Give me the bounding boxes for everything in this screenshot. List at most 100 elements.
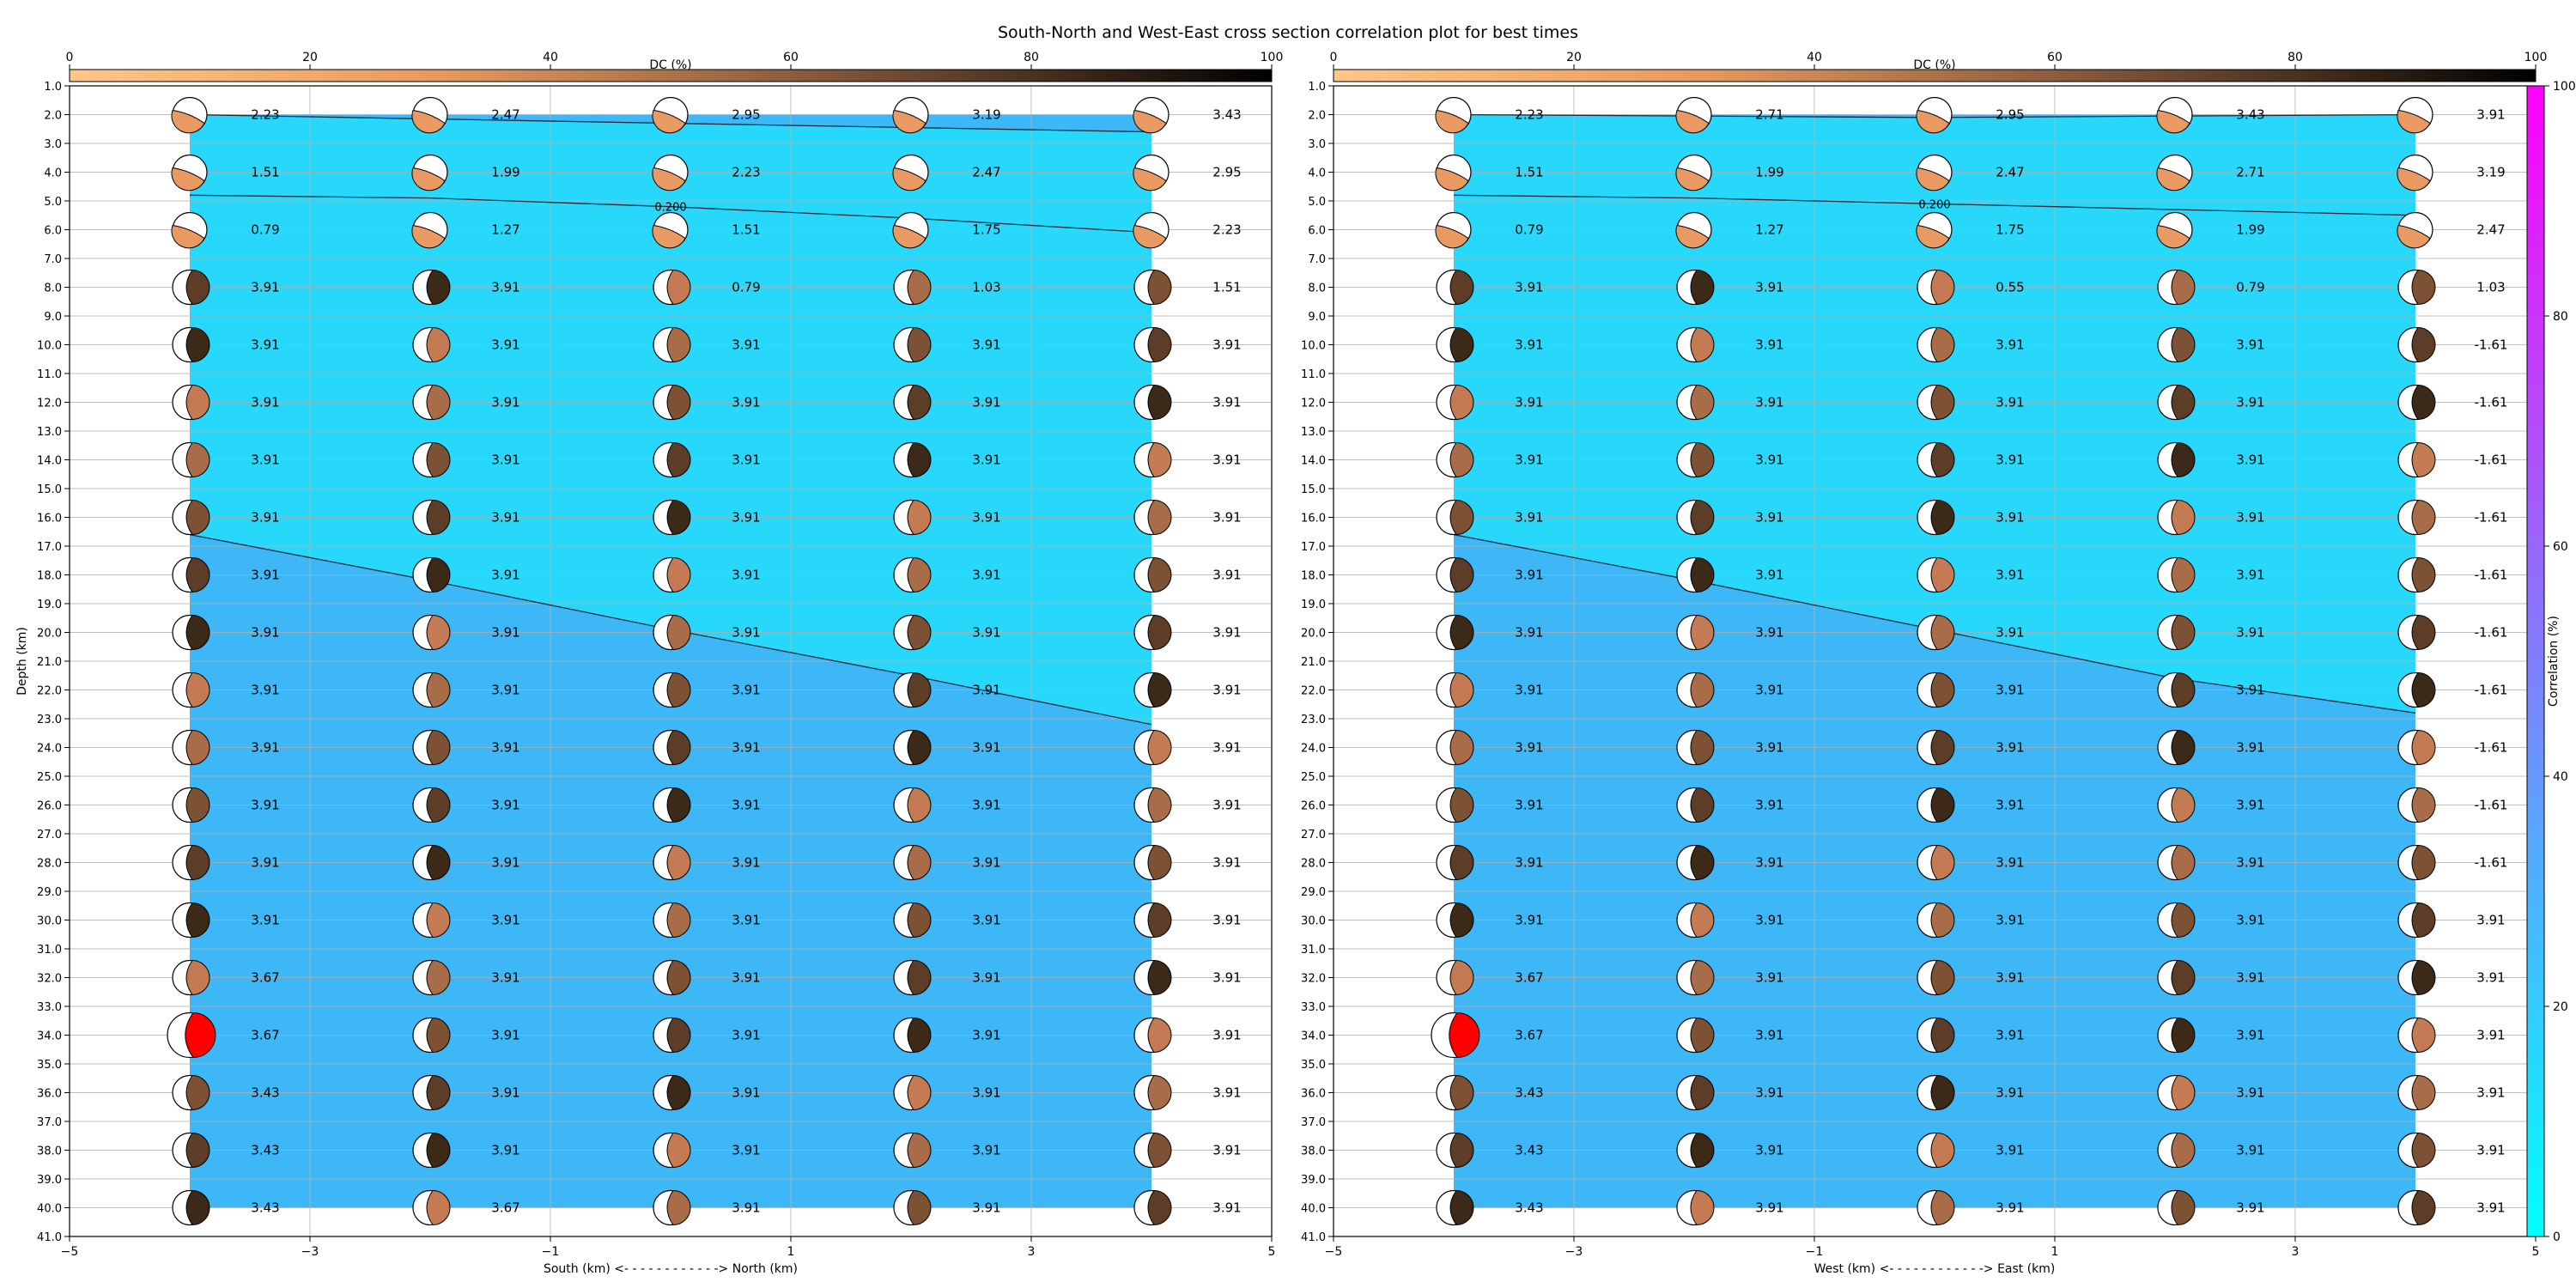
beachball-compression: [2171, 671, 2196, 708]
correlation-value-label: 3.67: [251, 970, 279, 986]
beachball-compression: [185, 844, 210, 881]
beachball-compression: [666, 844, 691, 881]
beachball-marker: [1675, 96, 1712, 134]
beachball-marker: [2397, 384, 2436, 421]
y-tick-label: 4.0: [1308, 167, 1326, 180]
y-tick-label: 29.0: [37, 886, 62, 899]
beachball-marker: [653, 441, 691, 478]
beachball-compression: [1690, 902, 1715, 939]
beachball-compression: [1147, 384, 1172, 421]
correlation-value-label: 3.43: [251, 1200, 279, 1216]
beachball-compression: [1690, 441, 1715, 478]
correlation-value-label: 3.91: [491, 568, 519, 583]
beachball-compression: [666, 787, 691, 823]
correlation-value-label: 3.91: [1212, 1085, 1241, 1101]
correlation-value-label: 3.91: [2236, 970, 2264, 986]
correlation-value-label: 3.91: [491, 970, 519, 986]
dc-colorbar-label: DC (%): [649, 58, 691, 72]
correlation-value-label: 3.91: [1515, 510, 1543, 526]
beachball-compression: [1147, 729, 1172, 766]
beachball-marker: [1436, 729, 1474, 766]
correlation-value-label: 3.91: [1755, 510, 1783, 526]
beachball-compression: [666, 729, 691, 766]
beachball-marker: [1436, 787, 1474, 823]
beachball-marker: [1133, 441, 1172, 478]
beachball-compression: [1133, 224, 1167, 249]
beachball-compression: [2171, 384, 2196, 421]
correlation-value-label: 3.91: [2476, 970, 2505, 986]
beachball-marker: [411, 211, 448, 249]
beachball-marker: [412, 902, 451, 939]
correlation-value-label: 3.91: [732, 740, 760, 756]
beachball-compression: [1147, 1074, 1172, 1111]
correlation-value-label: 2.23: [1212, 222, 1241, 238]
beachball-compression: [426, 1017, 451, 1054]
correlation-value-label: 3.91: [2476, 1085, 2505, 1101]
contour-label: 0.200: [1918, 198, 1950, 211]
beachball-compression: [2411, 1074, 2436, 1111]
y-tick-label: 10.0: [37, 340, 62, 353]
correlation-value-label: 3.91: [491, 337, 519, 353]
correlation-value-label: -1.61: [2475, 855, 2508, 871]
correlation-value-label: 3.91: [1996, 568, 2024, 583]
y-tick-label: 22.0: [1301, 685, 1326, 698]
beachball-compression: [1147, 1017, 1172, 1054]
correlation-value-label: 2.95: [732, 107, 760, 123]
correlation-value-label: 3.91: [491, 913, 519, 928]
beachball-compression: [1916, 109, 1950, 134]
correlation-value-label: 3.91: [1996, 1028, 2024, 1043]
beachball-marker: [172, 902, 210, 939]
correlation-value-label: 3.91: [251, 683, 279, 698]
beachball-compression: [1930, 1074, 1955, 1111]
beachball-marker: [893, 844, 932, 881]
beachball-marker: [893, 614, 932, 651]
beachball-marker: [412, 384, 451, 421]
beachball-marker: [411, 154, 448, 191]
y-tick-label: 9.0: [44, 311, 62, 324]
beachball-marker: [2397, 959, 2436, 996]
correlation-value-label: 3.91: [1755, 453, 1783, 468]
correlation-value-label: 3.91: [972, 1200, 1000, 1216]
beachball-marker: [172, 499, 210, 536]
beachball-marker: [1133, 1189, 1172, 1226]
beachball-compression: [426, 441, 451, 478]
y-tick-label: 4.0: [44, 167, 62, 180]
corr-tick-label: 20: [2553, 1000, 2568, 1014]
y-tick-label: 23.0: [37, 714, 62, 726]
beachball-compression: [1916, 224, 1950, 249]
y-tick-label: 24.0: [37, 743, 62, 756]
beachball-compression: [1690, 269, 1715, 306]
correlation-value-label: 3.91: [1212, 395, 1241, 410]
y-tick-label: 11.0: [1301, 368, 1326, 381]
beachball-compression: [1147, 787, 1172, 823]
correlation-value-label: 3.91: [491, 453, 519, 468]
beachball-compression: [2397, 167, 2431, 191]
y-axis-label: Depth (km): [15, 627, 29, 696]
correlation-value-label: 3.91: [1996, 855, 2024, 871]
y-tick-label: 1.0: [1308, 81, 1326, 94]
y-tick-label: 15.0: [37, 483, 62, 496]
beachball-marker: [2157, 959, 2196, 996]
correlation-value-label: 3.91: [1996, 395, 2024, 410]
beachball-compression: [1147, 441, 1172, 478]
beachball-compression: [2171, 1189, 2196, 1226]
beachball-marker: [1916, 211, 1953, 249]
correlation-value-label: 3.91: [491, 1085, 519, 1101]
x-tick-label: −5: [1325, 1245, 1343, 1259]
beachball-compression: [1690, 1017, 1715, 1054]
contour-line: [1453, 194, 2416, 216]
beachball-compression: [2171, 269, 2196, 306]
beachball-compression: [907, 326, 932, 363]
beachball-compression: [666, 441, 691, 478]
correlation-value-label: 3.91: [1996, 625, 2024, 641]
beachball-marker: [1133, 384, 1172, 421]
dc-tick-label: 60: [783, 51, 799, 64]
beachball-marker: [653, 844, 691, 881]
beachball-compression: [2411, 1017, 2436, 1054]
beachball-compression: [907, 1074, 932, 1111]
beachball-compression: [1930, 614, 1955, 651]
beachball-compression: [185, 1189, 210, 1226]
beachball-compression: [2411, 614, 2436, 651]
beachball-marker: [1431, 1012, 1480, 1059]
correlation-value-label: 3.91: [1515, 280, 1543, 295]
